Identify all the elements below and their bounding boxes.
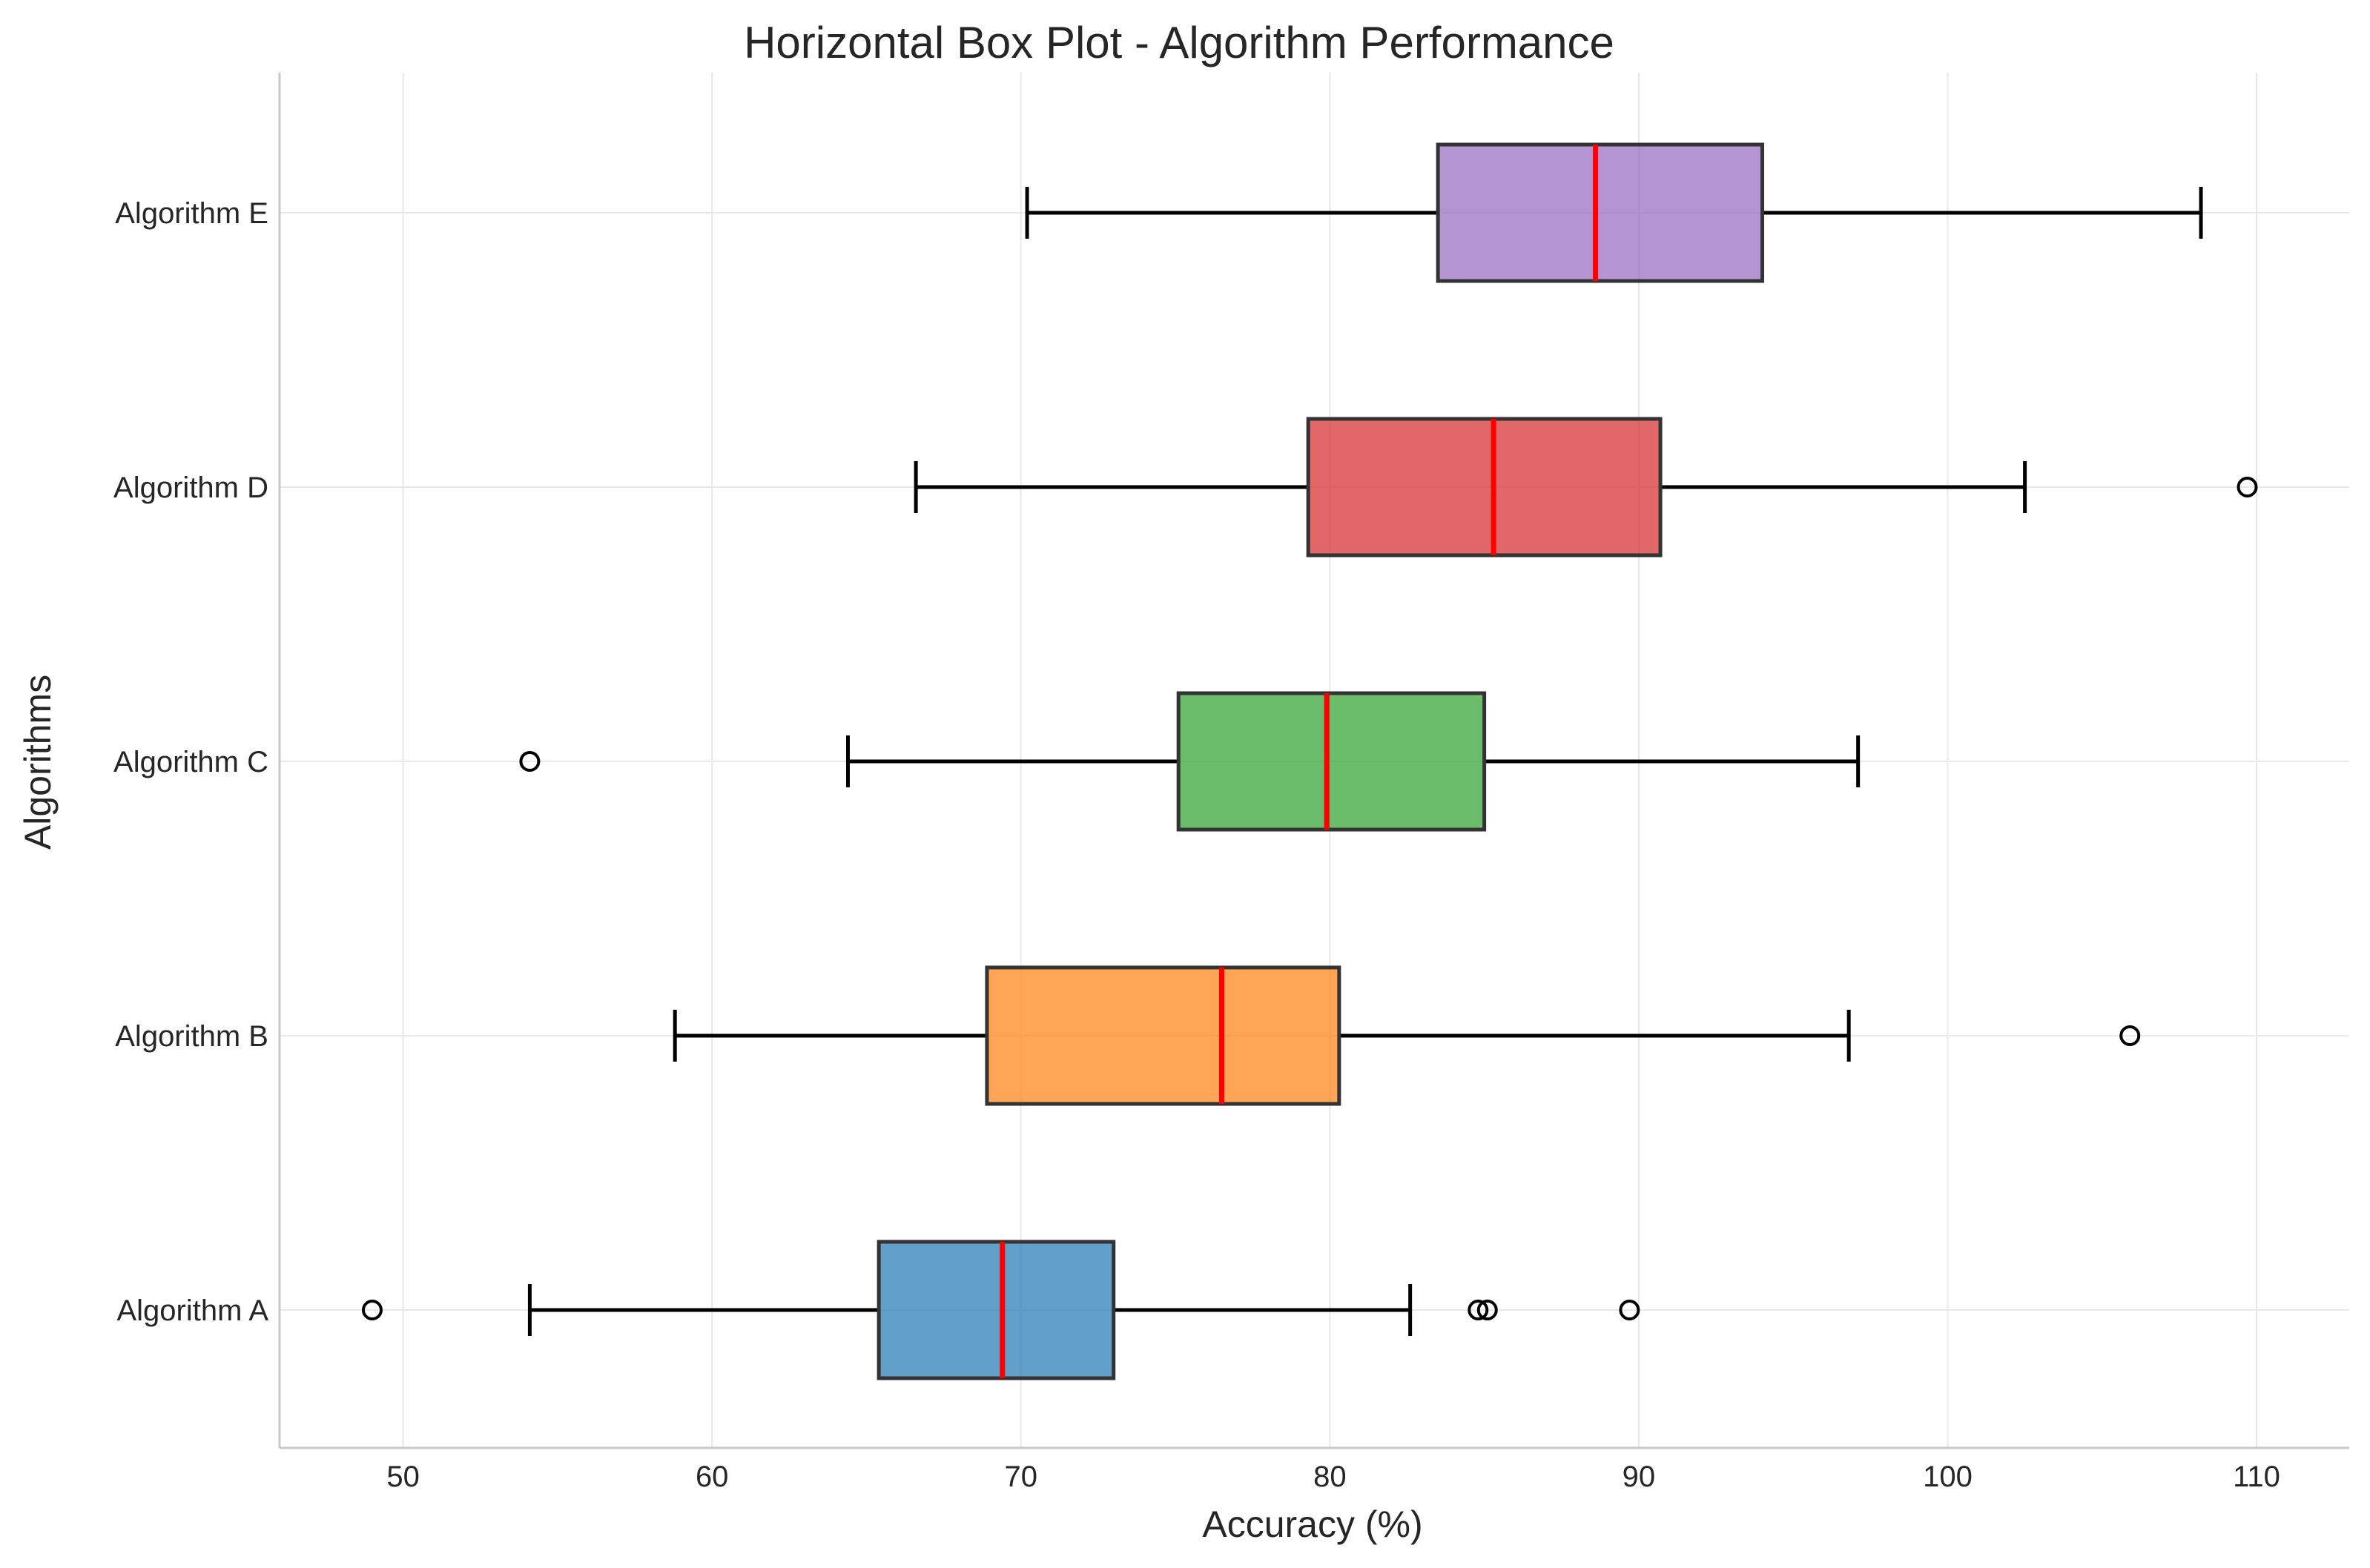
- outlier-point: [1619, 1300, 1640, 1320]
- box: [1306, 417, 1663, 558]
- x-tick-label: 110: [2233, 1461, 2280, 1493]
- x-tick-label: 80: [1313, 1461, 1347, 1493]
- boxes: [361, 142, 2258, 1380]
- x-tick-label: 50: [386, 1461, 420, 1493]
- x-tick-label: 60: [696, 1461, 729, 1493]
- box-group: [519, 691, 1861, 832]
- y-tick-label: Algorithm B: [115, 1020, 268, 1053]
- box: [877, 1240, 1116, 1380]
- box-group: [361, 1240, 1640, 1380]
- y-tick-label: Algorithm D: [113, 472, 268, 504]
- x-tick-label: 70: [1005, 1461, 1038, 1493]
- box-group: [673, 965, 2141, 1106]
- y-tick-label: Algorithm E: [115, 197, 268, 230]
- outlier-point: [519, 751, 541, 772]
- chart-title: Horizontal Box Plot - Algorithm Performa…: [744, 18, 1614, 67]
- outlier-point: [1476, 1300, 1498, 1320]
- box: [1436, 142, 1765, 283]
- x-tick-label: 90: [1623, 1461, 1656, 1493]
- outlier-point: [2237, 477, 2258, 497]
- axes: [278, 73, 2349, 1449]
- outlier-point: [361, 1300, 383, 1320]
- x-axis-label: Accuracy (%): [1202, 1504, 1422, 1545]
- y-tick-label: Algorithm A: [116, 1294, 268, 1327]
- tick-labels: 50 60 70 80 90 100 110 Algorithm A Algorithm B Al…: [113, 197, 2280, 1493]
- y-tick-label: Algorithm C: [113, 746, 268, 778]
- x-tick-label: 100: [1923, 1461, 1973, 1493]
- box: [985, 965, 1341, 1106]
- box-group: [914, 417, 2258, 558]
- outlier-point: [1468, 1300, 1489, 1320]
- box: [1176, 691, 1487, 832]
- box-group: [1025, 142, 2203, 283]
- y-axis-label: Algorithms: [17, 675, 59, 850]
- outlier-point: [2119, 1025, 2141, 1046]
